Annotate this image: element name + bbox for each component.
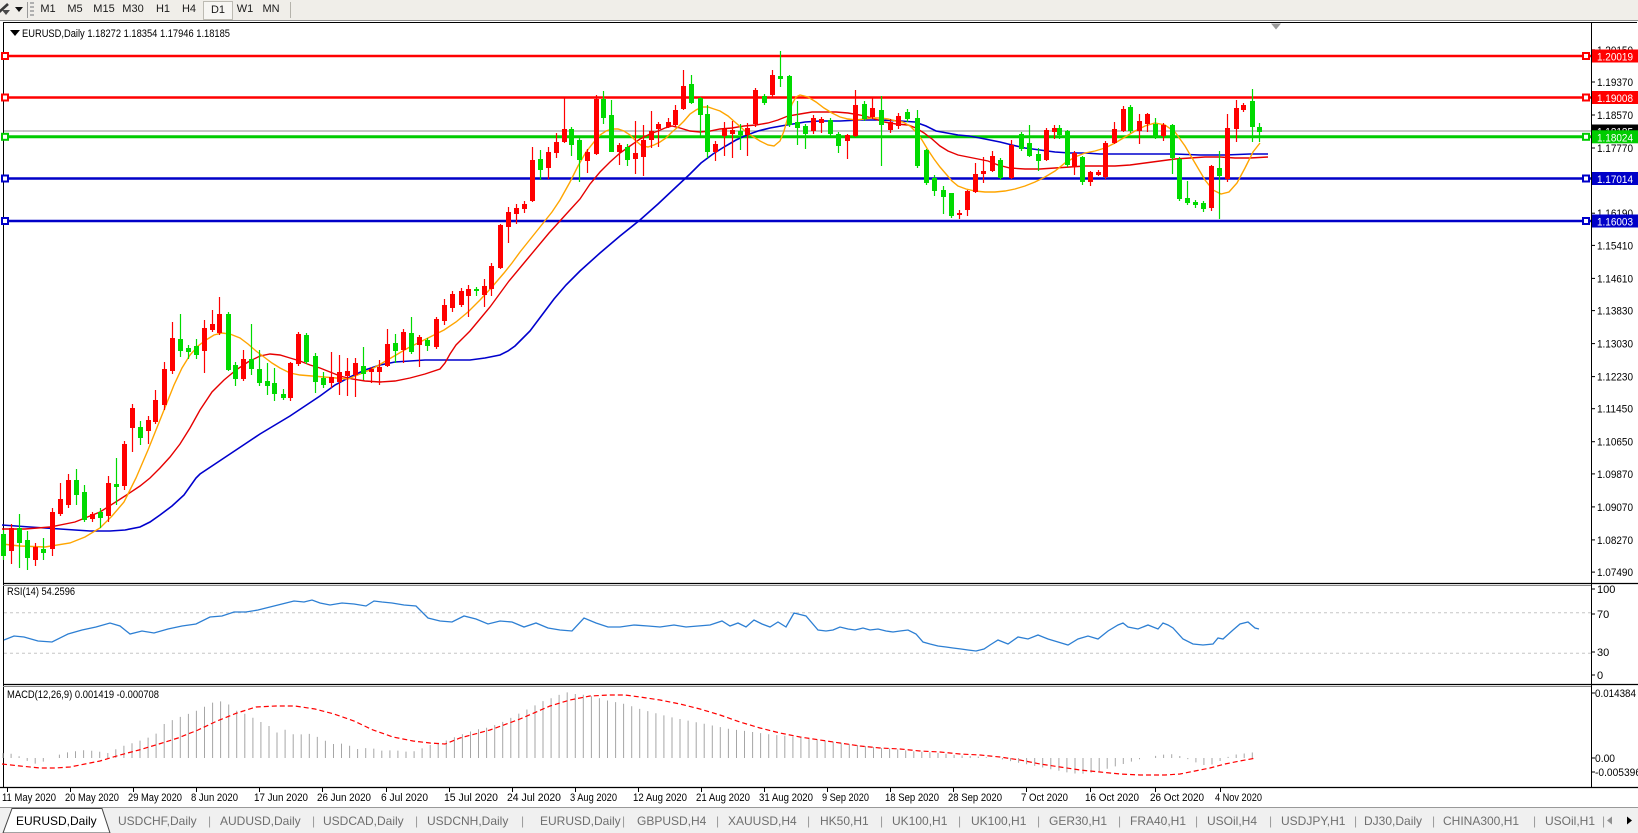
svg-text:3 Aug 2020: 3 Aug 2020 <box>570 792 617 804</box>
svg-text:21 Aug 2020: 21 Aug 2020 <box>696 792 750 804</box>
svg-text:70: 70 <box>1597 609 1609 621</box>
svg-text:1.09070: 1.09070 <box>1597 502 1633 514</box>
svg-text:4 Nov 2020: 4 Nov 2020 <box>1215 792 1262 804</box>
svg-text:-0.005396: -0.005396 <box>1595 767 1638 779</box>
svg-text:MACD(12,26,9) 0.001419 -0.0007: MACD(12,26,9) 0.001419 -0.000708 <box>7 689 159 701</box>
svg-text:RSI(14) 54.2596: RSI(14) 54.2596 <box>7 586 75 598</box>
svg-text:1.13830: 1.13830 <box>1597 306 1633 318</box>
svg-text:1.17770: 1.17770 <box>1597 143 1633 155</box>
svg-text:29 May 2020: 29 May 2020 <box>128 792 182 804</box>
svg-text:1.12230: 1.12230 <box>1597 372 1633 384</box>
svg-text:100: 100 <box>1597 584 1615 596</box>
svg-text:1.14610: 1.14610 <box>1597 273 1633 285</box>
svg-text:EURUSD,Daily 1.18272 1.18354: EURUSD,Daily 1.18272 1.18354 1.17946 1.1… <box>22 28 230 40</box>
svg-text:1.09870: 1.09870 <box>1597 469 1633 481</box>
svg-text:1.07490: 1.07490 <box>1597 567 1633 579</box>
svg-text:30: 30 <box>1597 647 1609 659</box>
svg-text:1.08270: 1.08270 <box>1597 535 1633 547</box>
svg-text:9 Sep 2020: 9 Sep 2020 <box>822 792 869 804</box>
svg-text:24 Jul 2020: 24 Jul 2020 <box>507 792 561 804</box>
svg-text:1.19370: 1.19370 <box>1597 77 1633 89</box>
svg-text:18 Sep 2020: 18 Sep 2020 <box>885 792 939 804</box>
svg-text:0.00: 0.00 <box>1595 753 1615 765</box>
svg-text:26 Jun 2020: 26 Jun 2020 <box>317 792 371 804</box>
svg-text:11 May 2020: 11 May 2020 <box>2 792 56 804</box>
svg-text:15 Jul 2020: 15 Jul 2020 <box>444 792 498 804</box>
svg-text:12 Aug 2020: 12 Aug 2020 <box>633 792 687 804</box>
svg-text:17 Jun 2020: 17 Jun 2020 <box>254 792 308 804</box>
svg-text:6 Jul 2020: 6 Jul 2020 <box>381 792 428 804</box>
svg-text:20 May 2020: 20 May 2020 <box>65 792 119 804</box>
svg-text:16 Oct 2020: 16 Oct 2020 <box>1085 792 1139 804</box>
svg-text:26 Oct 2020: 26 Oct 2020 <box>1150 792 1204 804</box>
svg-text:1.18024: 1.18024 <box>1597 132 1633 144</box>
svg-text:31 Aug 2020: 31 Aug 2020 <box>759 792 813 804</box>
svg-text:1.17014: 1.17014 <box>1597 174 1633 186</box>
svg-text:1.11450: 1.11450 <box>1597 404 1633 416</box>
svg-text:8 Jun 2020: 8 Jun 2020 <box>191 792 238 804</box>
svg-text:1.15410: 1.15410 <box>1597 240 1633 252</box>
svg-text:1.13030: 1.13030 <box>1597 339 1633 351</box>
svg-text:0.014384: 0.014384 <box>1595 688 1636 700</box>
svg-text:0: 0 <box>1597 670 1603 682</box>
svg-text:1.20019: 1.20019 <box>1597 52 1633 64</box>
svg-text:1.18570: 1.18570 <box>1597 110 1633 122</box>
svg-text:1.19008: 1.19008 <box>1597 93 1633 105</box>
svg-text:28 Sep 2020: 28 Sep 2020 <box>948 792 1002 804</box>
svg-text:1.16003: 1.16003 <box>1597 217 1633 229</box>
svg-text:7 Oct 2020: 7 Oct 2020 <box>1021 792 1068 804</box>
svg-text:1.10650: 1.10650 <box>1597 437 1633 449</box>
